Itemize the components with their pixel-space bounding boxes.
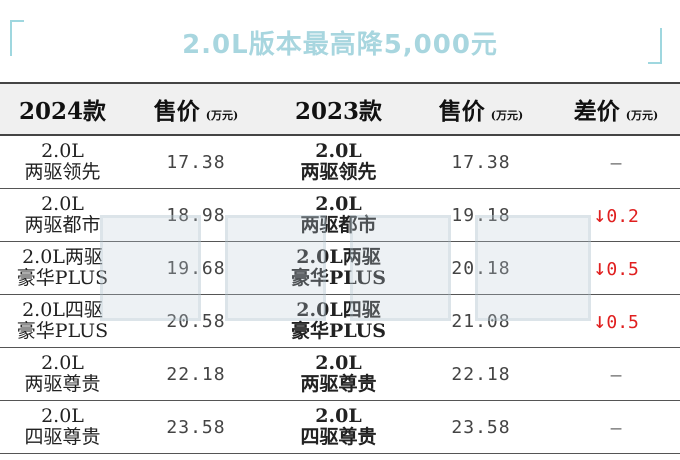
table-header-row: 2024款 售价 (万元) 2023款 售价 (万元) 差价 (万元) [0,82,680,136]
trim-line-2: 四驱尊贵 [300,426,377,448]
header-2023-model: 2023款 [267,82,410,136]
price-difference: – [552,400,680,454]
trim-2024: 2.0L 四驱尊贵 [0,400,125,454]
right-bracket-decoration [648,28,662,64]
difference-value: 0.5 [606,311,639,333]
table-row: 2.0L 两驱尊贵 22.18 2.0L 两驱尊贵 22.18 – [0,347,680,401]
header-unit: (万元) [205,109,239,122]
trim-2023: 2.0L 两驱领先 [267,135,410,189]
trim-2023: 2.0L四驱 豪华PLUS [267,294,410,348]
header-2023-price: 售价 (万元) [410,82,552,136]
down-arrow-icon: ↓ [593,308,607,334]
trim-line-2: 两驱领先 [300,161,377,183]
price-difference: ↓0.2 [552,188,680,242]
trim-line-1: 2.0L [41,352,84,374]
trim-line-1: 2.0L [41,140,84,162]
trim-line-1: 2.0L [315,193,362,215]
trim-line-2: 四驱尊贵 [24,426,101,448]
header-difference: 差价 (万元) [552,82,680,136]
trim-line-2: 两驱领先 [24,161,101,183]
price-2024: 23.58 [125,400,267,454]
trim-line-1: 2.0L两驱 [296,246,381,268]
price-2023: 22.18 [410,347,552,401]
trim-line-1: 2.0L两驱 [22,246,103,268]
trim-line-1: 2.0L [315,405,362,427]
trim-2024: 2.0L两驱 豪华PLUS [0,241,125,295]
header-unit: (万元) [625,109,659,122]
trim-line-2: 两驱尊贵 [300,373,377,395]
trim-2024: 2.0L 两驱尊贵 [0,347,125,401]
header-label: 2024款 [18,98,106,125]
price-2024: 22.18 [125,347,267,401]
header-label: 2023款 [294,98,382,125]
table-row: 2.0L两驱 豪华PLUS 19.68 2.0L两驱 豪华PLUS 20.18 ↓0… [0,241,680,295]
trim-2024: 2.0L四驱 豪华PLUS [0,294,125,348]
trim-line-2: 豪华PLUS [291,267,386,289]
difference-value: – [610,364,622,386]
trim-2024: 2.0L 两驱领先 [0,135,125,189]
header-label: 售价 [153,98,200,125]
trim-line-1: 2.0L [315,352,362,374]
price-difference: ↓0.5 [552,294,680,348]
difference-value: – [610,152,622,174]
difference-value: 0.5 [606,258,639,280]
price-2023: 19.18 [410,188,552,242]
price-2023: 20.18 [410,241,552,295]
trim-line-1: 2.0L四驱 [22,299,103,321]
trim-line-1: 2.0L [41,193,84,215]
trim-2024: 2.0L 两驱都市 [0,188,125,242]
header-label: 差价 [573,98,620,125]
trim-2023: 2.0L 两驱尊贵 [267,347,410,401]
trim-line-1: 2.0L四驱 [296,299,381,321]
down-arrow-icon: ↓ [593,202,607,228]
trim-2023: 2.0L两驱 豪华PLUS [267,241,410,295]
trim-line-2: 两驱都市 [300,214,377,236]
price-2023: 17.38 [410,135,552,189]
table-row: 2.0L 两驱都市 18.98 2.0L 两驱都市 19.18 ↓0.2 [0,188,680,242]
trim-line-2: 两驱尊贵 [24,373,101,395]
price-2024: 18.98 [125,188,267,242]
price-difference: – [552,347,680,401]
left-bracket-decoration [10,20,24,56]
difference-value: 0.2 [606,205,639,227]
price-difference: – [552,135,680,189]
header-2024-price: 售价 (万元) [125,82,267,136]
header-2024-model: 2024款 [0,82,125,136]
trim-line-2: 豪华PLUS [16,267,109,289]
header-label: 售价 [438,98,485,125]
price-2023: 23.58 [410,400,552,454]
page-title: 2.0L版本最高降5,000元 [182,30,498,60]
trim-line-1: 2.0L [315,140,362,162]
trim-2023: 2.0L 两驱都市 [267,188,410,242]
price-comparison-table: 2024款 售价 (万元) 2023款 售价 (万元) 差价 (万元) 2.0L 两驱领… [0,82,680,454]
price-2023: 21.08 [410,294,552,348]
price-difference: ↓0.5 [552,241,680,295]
trim-line-2: 豪华PLUS [16,320,109,342]
trim-line-2: 两驱都市 [24,214,101,236]
price-2024: 19.68 [125,241,267,295]
table-row: 2.0L四驱 豪华PLUS 20.58 2.0L四驱 豪华PLUS 21.08 ↓0… [0,294,680,348]
trim-line-1: 2.0L [41,405,84,427]
header-unit: (万元) [490,109,524,122]
table-row: 2.0L 四驱尊贵 23.58 2.0L 四驱尊贵 23.58 – [0,400,680,454]
price-2024: 17.38 [125,135,267,189]
header: 2.0L版本最高降5,000元 [0,0,680,82]
trim-line-2: 豪华PLUS [291,320,386,342]
down-arrow-icon: ↓ [593,255,607,281]
table-row: 2.0L 两驱领先 17.38 2.0L 两驱领先 17.38 – [0,135,680,189]
trim-2023: 2.0L 四驱尊贵 [267,400,410,454]
price-2024: 20.58 [125,294,267,348]
difference-value: – [610,417,622,439]
